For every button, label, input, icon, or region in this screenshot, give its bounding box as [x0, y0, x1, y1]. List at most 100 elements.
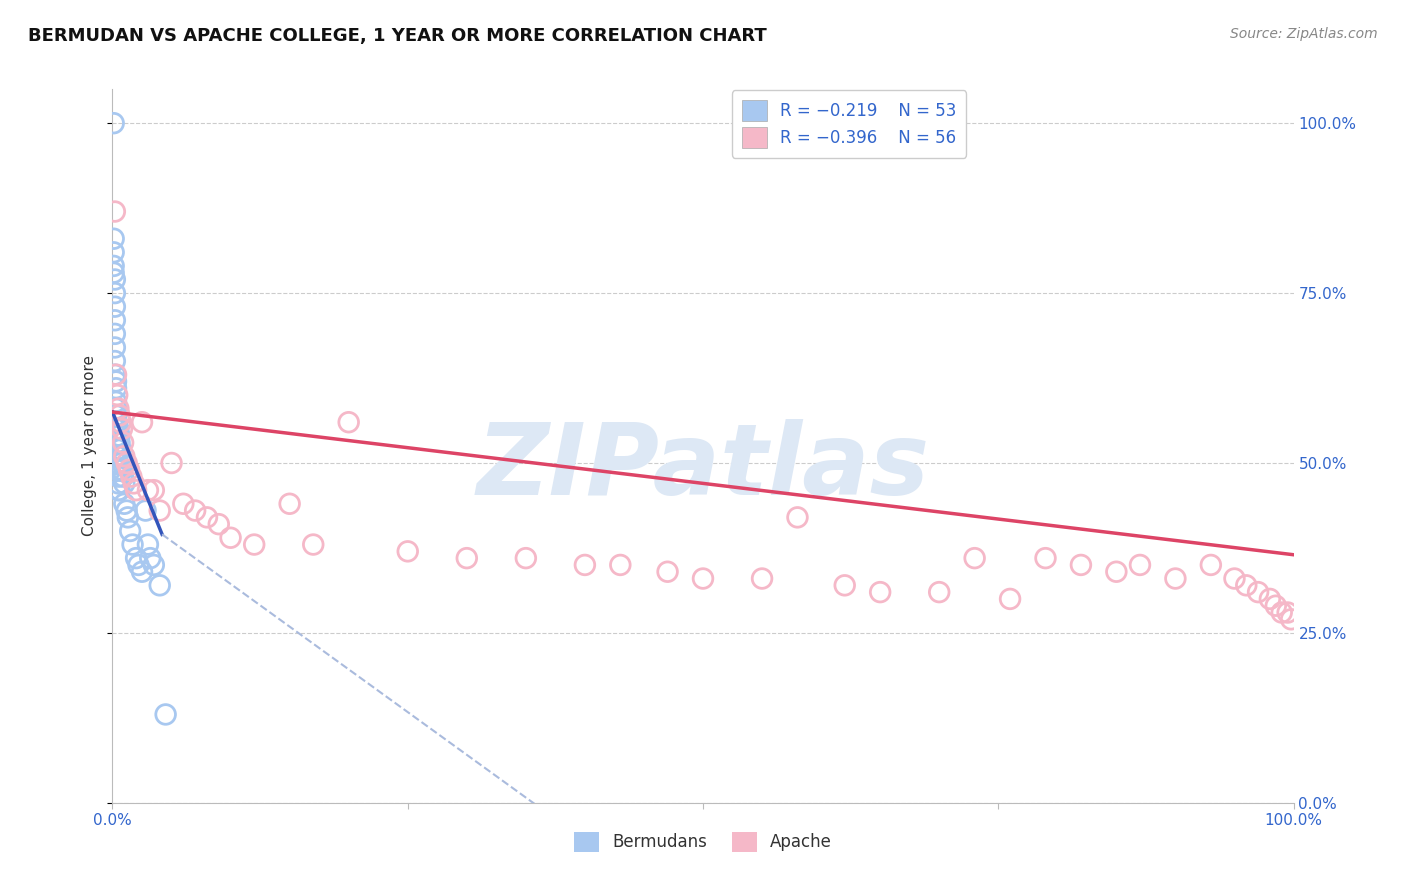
Point: [396, 544, 419, 558]
Point: [105, 463, 128, 477]
Point: [120, 524, 142, 538]
Point: [998, 591, 1021, 606]
Point: [112, 469, 135, 483]
Point: [105, 394, 128, 409]
Point: [103, 116, 125, 130]
Point: [1258, 591, 1281, 606]
Point: [120, 469, 142, 483]
Point: [149, 503, 172, 517]
Point: [155, 707, 177, 722]
Point: [869, 585, 891, 599]
Point: [107, 476, 129, 491]
Point: [125, 483, 148, 498]
Point: [786, 510, 808, 524]
Point: [105, 375, 128, 389]
Point: [110, 442, 132, 457]
Point: [1199, 558, 1222, 572]
Point: [195, 510, 218, 524]
Point: [278, 497, 301, 511]
Point: [108, 409, 131, 423]
Point: [118, 463, 141, 477]
Point: [112, 435, 135, 450]
Point: [1271, 606, 1294, 620]
Point: [302, 537, 325, 551]
Point: [136, 537, 159, 551]
Legend: Bermudans, Apache: Bermudans, Apache: [567, 825, 839, 859]
Point: [112, 449, 135, 463]
Point: [208, 517, 231, 532]
Point: [104, 272, 127, 286]
Point: [515, 551, 537, 566]
Point: [1105, 565, 1128, 579]
Point: [105, 381, 128, 395]
Point: [111, 463, 134, 477]
Point: [104, 354, 127, 368]
Point: [112, 497, 135, 511]
Point: [139, 551, 162, 566]
Point: [834, 578, 856, 592]
Point: [104, 313, 127, 327]
Point: [1234, 578, 1257, 592]
Point: [103, 245, 125, 260]
Point: [105, 429, 128, 443]
Point: [104, 368, 127, 382]
Point: [105, 435, 128, 450]
Point: [108, 483, 131, 498]
Point: [112, 476, 135, 491]
Point: [337, 415, 360, 429]
Point: [142, 558, 165, 572]
Point: [111, 456, 134, 470]
Point: [105, 368, 128, 382]
Point: [108, 435, 131, 450]
Text: ZIPatlas: ZIPatlas: [477, 419, 929, 516]
Text: Source: ZipAtlas.com: Source: ZipAtlas.com: [1230, 27, 1378, 41]
Point: [1164, 572, 1187, 586]
Point: [105, 456, 128, 470]
Point: [219, 531, 242, 545]
Point: [115, 503, 138, 517]
Point: [107, 401, 129, 416]
Point: [160, 456, 183, 470]
Point: [105, 449, 128, 463]
Point: [104, 204, 127, 219]
Point: [115, 456, 138, 470]
Point: [243, 537, 266, 551]
Text: BERMUDAN VS APACHE COLLEGE, 1 YEAR OR MORE CORRELATION CHART: BERMUDAN VS APACHE COLLEGE, 1 YEAR OR MO…: [28, 27, 766, 45]
Point: [125, 551, 148, 566]
Point: [111, 422, 134, 436]
Y-axis label: College, 1 year or more: College, 1 year or more: [82, 356, 97, 536]
Point: [692, 572, 714, 586]
Point: [1277, 606, 1299, 620]
Point: [1129, 558, 1152, 572]
Point: [104, 300, 127, 314]
Point: [928, 585, 950, 599]
Point: [105, 401, 128, 416]
Point: [107, 422, 129, 436]
Point: [456, 551, 478, 566]
Point: [105, 415, 128, 429]
Point: [121, 537, 143, 551]
Point: [104, 326, 127, 341]
Point: [127, 558, 149, 572]
Point: [107, 469, 129, 483]
Point: [108, 429, 131, 443]
Point: [131, 415, 153, 429]
Point: [117, 510, 139, 524]
Point: [105, 422, 128, 436]
Point: [1247, 585, 1270, 599]
Point: [149, 578, 172, 592]
Point: [172, 497, 194, 511]
Point: [1279, 612, 1302, 626]
Point: [122, 476, 145, 491]
Point: [131, 565, 153, 579]
Point: [136, 483, 159, 498]
Point: [574, 558, 596, 572]
Point: [103, 266, 125, 280]
Point: [1070, 558, 1092, 572]
Point: [103, 232, 125, 246]
Point: [135, 503, 157, 517]
Point: [104, 286, 127, 301]
Point: [609, 558, 631, 572]
Point: [110, 415, 132, 429]
Point: [110, 449, 132, 463]
